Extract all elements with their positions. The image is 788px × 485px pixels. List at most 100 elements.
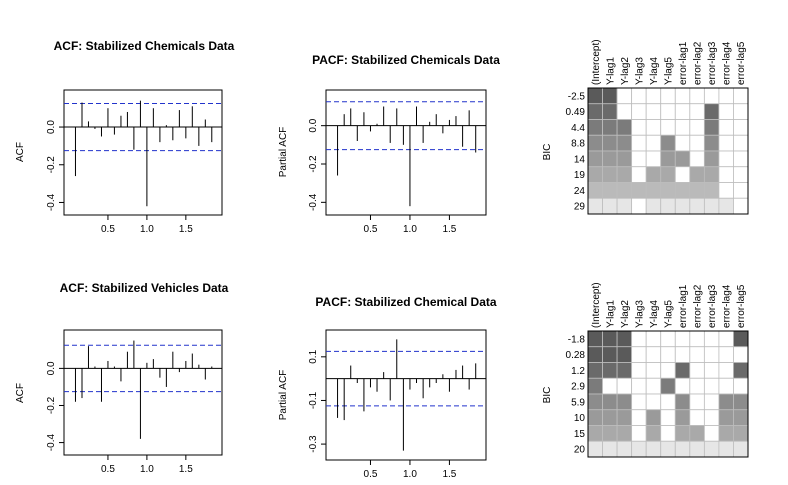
bic-chemicals-cell bbox=[645, 197, 662, 215]
bic-vehicles-row-label: 5.9 bbox=[571, 397, 585, 408]
bic-chemicals-cell bbox=[616, 119, 633, 136]
pacf-chemicals-ytick-label: -0.2 bbox=[308, 155, 319, 173]
bic-chemicals-cell bbox=[616, 197, 633, 215]
bic-chemicals-cell bbox=[674, 103, 691, 120]
bic-chemicals-cell bbox=[703, 150, 720, 168]
bic-chemicals-cell bbox=[733, 182, 749, 199]
bic-vehicles-col-label: Y-lag1 bbox=[605, 300, 616, 328]
bic-vehicles-row-label: 10 bbox=[574, 413, 586, 424]
bic-chemicals-cell bbox=[602, 166, 618, 183]
bic-chemicals-col-label: Y-lag3 bbox=[634, 57, 645, 85]
bic-vehicles-cell bbox=[602, 346, 618, 363]
bic-vehicles-cell bbox=[631, 346, 647, 363]
acf-chemicals-title: ACF: Stabilized Chemicals Data bbox=[54, 39, 235, 53]
bic-vehicles-cell bbox=[703, 377, 720, 395]
bic-chemicals-cell bbox=[645, 182, 662, 199]
bic-vehicles-cell bbox=[718, 330, 734, 348]
bic-chemicals-marks: -2.5 0.49 4.4 8.8 14 19 24 29 (Intercept) Y-lag1 Y… bbox=[566, 39, 749, 215]
bic-vehicles-cell bbox=[718, 362, 734, 379]
bic-vehicles-cell bbox=[660, 362, 676, 379]
bic-chemicals-cell bbox=[718, 119, 734, 136]
bic-chemicals-cell bbox=[616, 103, 633, 120]
bic-chemicals-cell bbox=[645, 166, 662, 183]
bic-vehicles-cell bbox=[631, 362, 647, 379]
bic-vehicles-cell bbox=[660, 393, 676, 411]
bic-vehicles-cell bbox=[660, 409, 676, 426]
bic-vehicles-cell bbox=[718, 409, 734, 426]
pacf-chemicals-ytick-label: -0.4 bbox=[308, 193, 319, 211]
bic-vehicles-cell bbox=[674, 377, 691, 395]
bic-chemicals-row-label: 4.4 bbox=[571, 123, 585, 134]
bic-chemicals-cell bbox=[602, 103, 618, 120]
bic-chemicals-cell bbox=[616, 150, 633, 168]
bic-chemicals-row-label: 24 bbox=[574, 186, 586, 197]
bic-chemicals-cell bbox=[689, 119, 705, 136]
pacf-vehicles-xtick-label: 0.5 bbox=[364, 469, 378, 480]
bic-chemicals-cell bbox=[587, 166, 603, 183]
bic-vehicles-cell bbox=[602, 393, 618, 411]
pacf-vehicles-xtick-label: 1.5 bbox=[442, 469, 456, 480]
bic-vehicles-row-label: 2.9 bbox=[571, 382, 585, 393]
bic-chemicals-row-label: 29 bbox=[574, 202, 586, 213]
bic-chemicals-cell bbox=[587, 182, 603, 199]
acf-chemicals-ytick-label: 0.0 bbox=[46, 120, 57, 134]
bic-vehicles-col-label: error-lag2 bbox=[693, 284, 704, 328]
bic-vehicles-cell bbox=[733, 409, 749, 426]
bic-chemicals-cell bbox=[602, 182, 618, 199]
bic-vehicles-cell bbox=[602, 330, 618, 348]
bic-chemicals-cell bbox=[674, 87, 691, 105]
bic-vehicles-cell bbox=[703, 409, 720, 426]
bic-vehicles-cell bbox=[631, 393, 647, 411]
bic-vehicles-cell bbox=[587, 425, 603, 442]
bic-vehicles-cell bbox=[645, 393, 662, 411]
bic-vehicles-cell bbox=[689, 425, 705, 442]
bic-vehicles-cell bbox=[616, 346, 633, 363]
bic-chemicals-cell bbox=[718, 87, 734, 105]
bic-vehicles-col-label: Y-lag3 bbox=[634, 300, 645, 328]
bic-vehicles-cell bbox=[602, 425, 618, 442]
bic-vehicles-cell bbox=[645, 362, 662, 379]
bic-chemicals-cell bbox=[587, 134, 603, 152]
bic-vehicles-cell bbox=[660, 377, 676, 395]
bic-chemicals-row-label: 0.49 bbox=[566, 107, 586, 118]
bic-vehicles-marks: -1.8 0.28 1.2 2.9 5.9 10 15 20 (Intercept) Y-lag1… bbox=[566, 282, 749, 458]
bic-chemicals-cell bbox=[602, 87, 618, 105]
bic-vehicles-cell bbox=[587, 346, 603, 363]
bic-chemicals-cell bbox=[689, 197, 705, 215]
bic-vehicles-cell bbox=[733, 377, 749, 395]
bic-chemicals-col-label: Y-lag5 bbox=[664, 57, 675, 85]
bic-chemicals-cell bbox=[689, 150, 705, 168]
bic-chemicals-cell bbox=[674, 166, 691, 183]
bic-vehicles-cell bbox=[703, 346, 720, 363]
bic-chemicals-cell bbox=[733, 197, 749, 215]
bic-chemicals-row-label: 19 bbox=[574, 170, 586, 181]
bic-chemicals-cell bbox=[689, 134, 705, 152]
bic-vehicles-cell bbox=[631, 377, 647, 395]
bic-chemicals-row-label: -2.5 bbox=[568, 91, 586, 102]
bic-chemicals-cell bbox=[587, 197, 603, 215]
pacf-vehicles-panel: PACF: Stabilized Chemical Data Partial A… bbox=[278, 295, 497, 480]
bic-vehicles-row-label: 20 bbox=[574, 445, 586, 456]
pacf-vehicles-plot-box bbox=[325, 329, 487, 461]
pacf-chemicals-ytick-label: 0.0 bbox=[308, 118, 319, 132]
bic-chemicals-cell bbox=[718, 103, 734, 120]
bic-vehicles-cell bbox=[674, 440, 691, 458]
bic-vehicles-cell bbox=[645, 425, 662, 442]
bic-chemicals-cell bbox=[631, 134, 647, 152]
bic-vehicles-cell bbox=[631, 425, 647, 442]
acf-vehicles-xtick-label: 1.0 bbox=[140, 464, 154, 475]
bic-chemicals-cell bbox=[587, 119, 603, 136]
bic-vehicles-cell bbox=[616, 377, 633, 395]
acf-vehicles-panel: ACF: Stabilized Vehicles Data ACF 0.5 1.0… bbox=[15, 281, 229, 475]
bic-chemicals-cell bbox=[616, 182, 633, 199]
bic-chemicals-col-label: error-lag2 bbox=[693, 41, 704, 85]
bic-vehicles-cell bbox=[660, 346, 676, 363]
bic-chemicals-cell bbox=[718, 166, 734, 183]
bic-chemicals-cell bbox=[645, 87, 662, 105]
pacf-chemicals-plot-box bbox=[325, 89, 487, 216]
bic-vehicles-cell bbox=[689, 377, 705, 395]
bic-chemicals-cell bbox=[703, 197, 720, 215]
